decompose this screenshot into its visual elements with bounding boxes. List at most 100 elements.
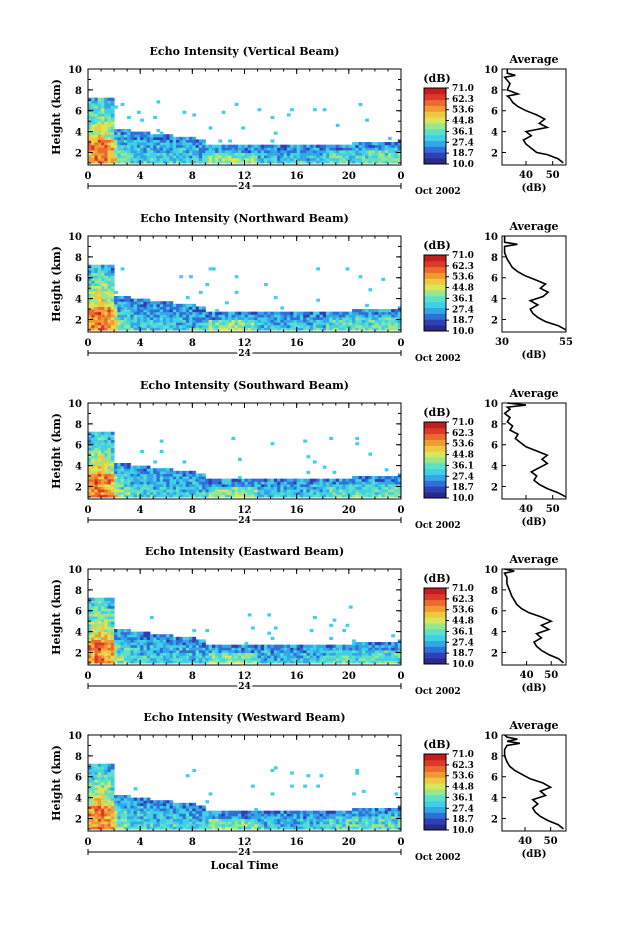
heatmap-cell — [97, 639, 102, 643]
heatmap-cell — [342, 657, 347, 661]
heatmap-cell — [361, 309, 366, 313]
heatmap-cell — [130, 319, 135, 323]
heatmap-cell — [339, 644, 343, 648]
heatmap-cell — [257, 647, 262, 651]
heatmap-cell — [153, 642, 157, 646]
heatmap-cell — [371, 316, 376, 321]
heatmap-cell — [97, 621, 102, 625]
heatmap-cell — [107, 483, 112, 488]
heatmap-cell — [88, 618, 92, 622]
heatmap-cell — [143, 131, 148, 135]
heatmap-cell — [107, 455, 112, 459]
heatmap-cell — [104, 319, 109, 323]
heatmap-cell — [339, 152, 343, 156]
heatmap-cell — [394, 147, 399, 151]
heatmap-cell — [110, 802, 115, 806]
heatmap-cell — [94, 134, 99, 138]
heatmap-cell — [110, 121, 115, 125]
heatmap-cell — [143, 134, 148, 138]
heatmap-cell — [146, 639, 151, 643]
heatmap-cell — [254, 657, 259, 661]
heatmap-cell — [296, 147, 301, 151]
heatmap-cell — [273, 157, 278, 161]
heatmap-cell — [241, 314, 245, 318]
heatmap-cell — [179, 657, 184, 661]
heatmap-cell — [101, 647, 105, 651]
heatmap-cell — [218, 319, 223, 323]
heatmap-cell — [352, 311, 356, 315]
heatmap-cell — [273, 481, 278, 485]
heatmap-cell — [195, 657, 200, 661]
heatmap-cell — [260, 657, 265, 661]
heatmap-cell — [88, 144, 92, 148]
heatmap-cell — [365, 644, 369, 648]
heatmap-cell — [192, 303, 197, 307]
heatmap-cell — [88, 160, 92, 164]
heatmap-cell — [198, 491, 203, 495]
heatmap-cell — [326, 494, 330, 498]
heatmap-cell — [130, 639, 135, 643]
heatmap-cell — [114, 489, 118, 493]
heatmap-cell — [237, 660, 242, 664]
heatmap-cell — [130, 644, 135, 648]
heatmap-cell — [257, 483, 262, 488]
heatmap-cell — [162, 815, 167, 820]
heatmap-cell — [169, 802, 174, 806]
heatmap-cell — [114, 636, 118, 640]
heatmap-cell — [130, 657, 135, 661]
heatmap-cell — [94, 277, 99, 281]
heatmap-cell — [365, 494, 369, 498]
heatmap-cell — [107, 600, 112, 604]
heatmap-cell — [241, 157, 245, 161]
heatmap-cell — [348, 155, 353, 159]
heatmap-cell — [130, 470, 135, 474]
heatmap-cell — [110, 290, 115, 294]
heatmap-cell — [166, 134, 171, 138]
heatmap-cell — [224, 152, 229, 156]
heatmap-cell — [104, 288, 109, 292]
heatmap-cell — [107, 269, 112, 274]
heatmap-cell — [101, 309, 105, 313]
heatmap-cell — [283, 322, 288, 326]
heatmap-cell — [97, 470, 102, 474]
heatmap-cell — [205, 322, 210, 326]
heatmap-cell — [192, 636, 197, 640]
heatmap-cell — [136, 481, 141, 485]
heatmap-cell — [241, 655, 245, 659]
heatmap-cell — [140, 449, 144, 454]
heatmap-cell — [189, 322, 193, 326]
heatmap-cell — [244, 157, 249, 161]
heatmap-cell — [88, 301, 92, 305]
heatmap-cell — [143, 311, 148, 315]
heatmap-cell — [270, 144, 275, 148]
heatmap-cell — [329, 152, 334, 156]
heatmap-cell — [326, 144, 330, 148]
heatmap-cell — [179, 642, 184, 646]
heatmap-cell — [326, 157, 330, 161]
heatmap-cell — [146, 808, 151, 812]
heatmap-cell — [335, 157, 340, 161]
heatmap-cell — [374, 657, 379, 661]
x-tick-label: 0 — [85, 671, 92, 682]
heatmap-cell — [120, 636, 125, 640]
heatmap-cell — [221, 314, 226, 318]
heatmap-cell — [391, 476, 395, 480]
heatmap-cell — [267, 486, 272, 490]
heatmap-cell — [149, 319, 154, 323]
heatmap-cell — [97, 600, 102, 604]
heatmap-cell — [172, 139, 177, 143]
heatmap-cell — [107, 288, 112, 292]
heatmap-cell — [159, 642, 164, 646]
heatmap-cell — [309, 647, 314, 651]
heatmap-cell — [211, 489, 216, 493]
heatmap-cell — [241, 327, 245, 331]
heatmap-cell — [104, 826, 109, 830]
heatmap-cell — [371, 314, 376, 318]
heatmap-cell — [251, 644, 255, 648]
heatmap-cell — [202, 647, 206, 651]
heatmap-cell — [309, 644, 314, 648]
colorbar-swatch — [424, 605, 446, 612]
heatmap-cell — [169, 316, 174, 321]
heatmap-cell — [293, 652, 298, 656]
heatmap-cell — [107, 298, 112, 302]
